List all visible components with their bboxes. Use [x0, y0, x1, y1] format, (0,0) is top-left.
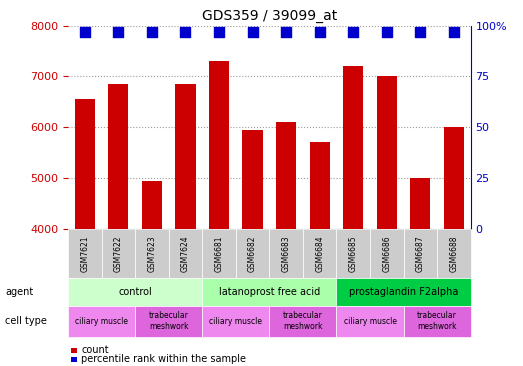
Point: [450, 29, 458, 35]
Bar: [243, 130, 263, 229]
Text: latanoprost free acid: latanoprost free acid: [219, 287, 320, 297]
Bar: [343, 66, 363, 229]
Text: GSM6687: GSM6687: [416, 235, 425, 272]
Text: trabecular
meshwork: trabecular meshwork: [417, 311, 457, 331]
Text: ciliary muscle: ciliary muscle: [75, 317, 128, 326]
Text: GSM7622: GSM7622: [114, 235, 123, 272]
Text: trabecular
meshwork: trabecular meshwork: [149, 311, 189, 331]
Bar: [108, 84, 129, 229]
Point: [114, 29, 122, 35]
Title: GDS359 / 39099_at: GDS359 / 39099_at: [202, 9, 337, 23]
Bar: [377, 76, 397, 229]
Text: GSM6681: GSM6681: [214, 235, 223, 272]
Bar: [310, 142, 329, 229]
Bar: [75, 99, 95, 229]
Point: [181, 29, 190, 35]
Text: cell type: cell type: [5, 316, 47, 326]
Text: ciliary muscle: ciliary muscle: [344, 317, 396, 326]
Text: GSM7623: GSM7623: [147, 235, 156, 272]
Text: trabecular
meshwork: trabecular meshwork: [283, 311, 323, 331]
Text: count: count: [81, 344, 109, 355]
Text: percentile rank within the sample: percentile rank within the sample: [81, 354, 246, 364]
Point: [248, 29, 257, 35]
Point: [147, 29, 156, 35]
Text: GSM7621: GSM7621: [80, 235, 89, 272]
Bar: [444, 127, 464, 229]
Bar: [142, 180, 162, 229]
Text: GSM6684: GSM6684: [315, 235, 324, 272]
Bar: [175, 84, 196, 229]
Text: ciliary muscle: ciliary muscle: [209, 317, 263, 326]
Point: [215, 29, 223, 35]
Text: GSM6682: GSM6682: [248, 235, 257, 272]
Text: GSM7624: GSM7624: [181, 235, 190, 272]
Text: prostaglandin F2alpha: prostaglandin F2alpha: [349, 287, 458, 297]
Text: GSM6686: GSM6686: [382, 235, 391, 272]
Point: [383, 29, 391, 35]
Point: [315, 29, 324, 35]
Point: [81, 29, 89, 35]
Point: [416, 29, 425, 35]
Text: control: control: [118, 287, 152, 297]
Text: agent: agent: [5, 287, 33, 297]
Text: GSM6688: GSM6688: [449, 235, 459, 272]
Point: [349, 29, 357, 35]
Bar: [410, 178, 430, 229]
Bar: [276, 122, 296, 229]
Text: GSM6683: GSM6683: [281, 235, 291, 272]
Bar: [209, 61, 229, 229]
Point: [282, 29, 290, 35]
Text: GSM6685: GSM6685: [349, 235, 358, 272]
